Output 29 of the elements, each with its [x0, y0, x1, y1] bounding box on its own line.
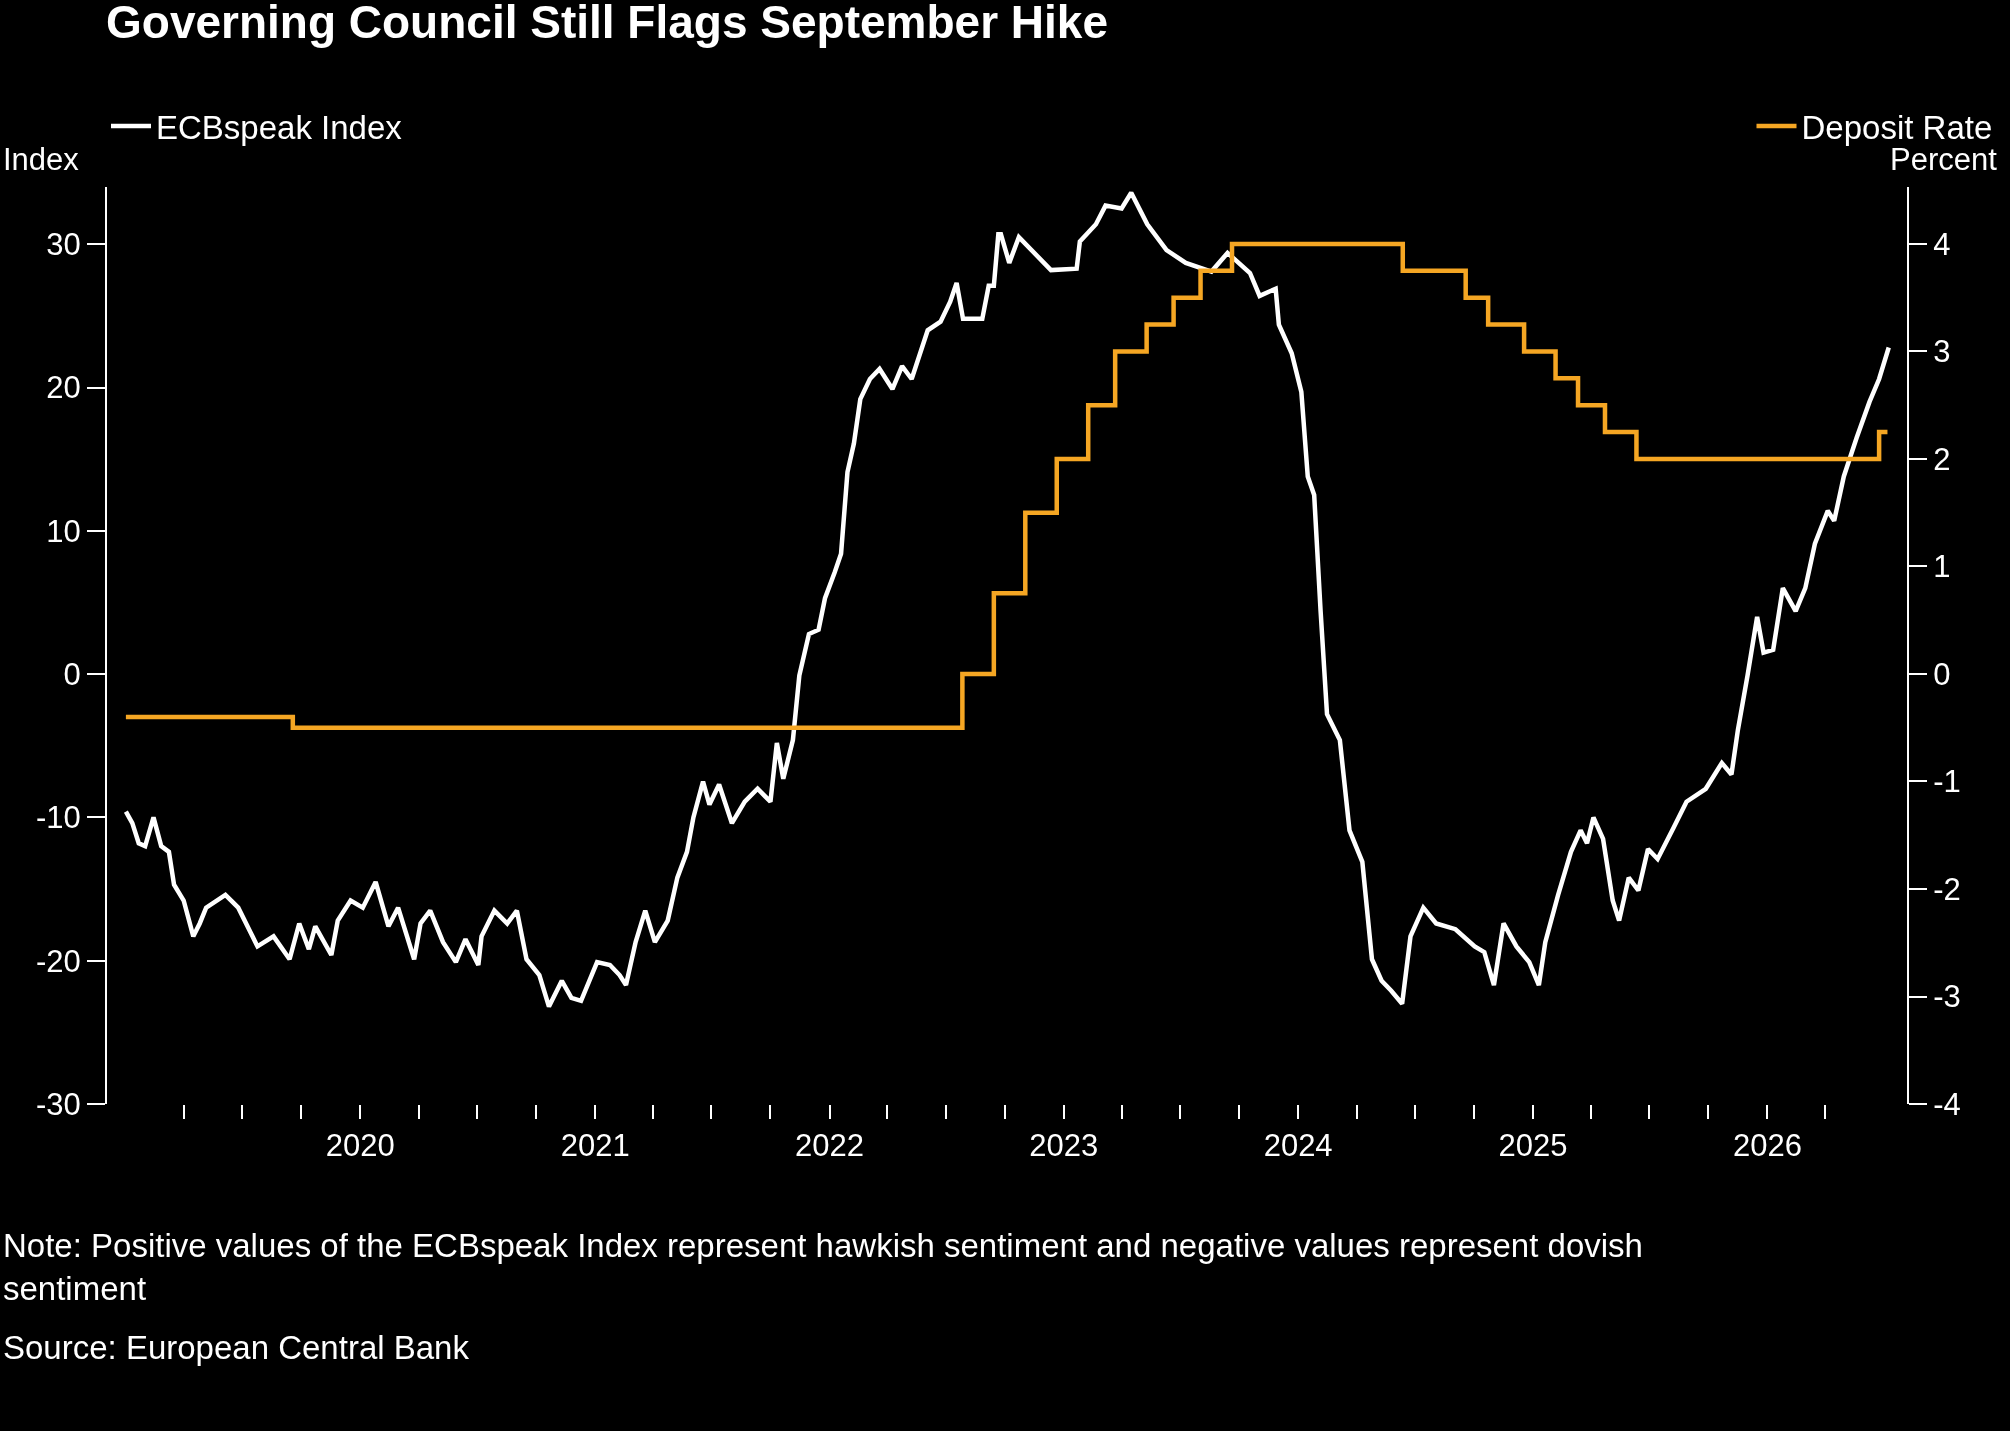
x-tick-label: 2026	[1732, 1128, 1802, 1164]
text: Note: Positive values of the ECBspeak Index represent hawkish sentiment and negative values represent dovish sentiment	[3, 1227, 1643, 1307]
y-tick-label: 20	[46, 370, 81, 406]
y2-tick-label: 4	[1933, 226, 1951, 262]
y2-tick-label: -3	[1933, 979, 1961, 1015]
y-tick-label: -20	[35, 943, 81, 979]
chart-title: Governing Council Still Flags September Hike	[106, 0, 1108, 49]
x-tick-label: 2024	[1263, 1128, 1333, 1164]
y2-tick-label: -2	[1933, 871, 1961, 907]
legend-label: ECBspeak Index	[156, 108, 403, 146]
x-tick-label: 2025	[1498, 1128, 1568, 1164]
y2-tick-label: 2	[1933, 441, 1951, 477]
x-tick-label: 2020	[325, 1128, 395, 1164]
y-axis-title: Index	[3, 142, 80, 177]
source-note: Source: European Central Bank	[3, 1329, 470, 1366]
y-tick-label: 10	[46, 513, 81, 549]
y-tick-label: 0	[63, 657, 81, 693]
x-tick-label: 2022	[795, 1128, 864, 1164]
y-tick-label: -10	[35, 800, 81, 836]
y2-tick-label: 1	[1933, 549, 1951, 585]
y2-tick-label: 0	[1933, 656, 1951, 692]
x-tick-label: 2023	[1029, 1128, 1099, 1164]
y2-tick-label: -4	[1933, 1086, 1961, 1122]
y2-tick-label: -1	[1933, 764, 1961, 800]
x-tick-label: 2021	[560, 1128, 630, 1164]
line-series	[123, 190, 1891, 1009]
y2-tick-label: 3	[1933, 334, 1951, 370]
y-tick-label: 30	[46, 227, 81, 263]
y-tick-label: -30	[35, 1086, 81, 1122]
